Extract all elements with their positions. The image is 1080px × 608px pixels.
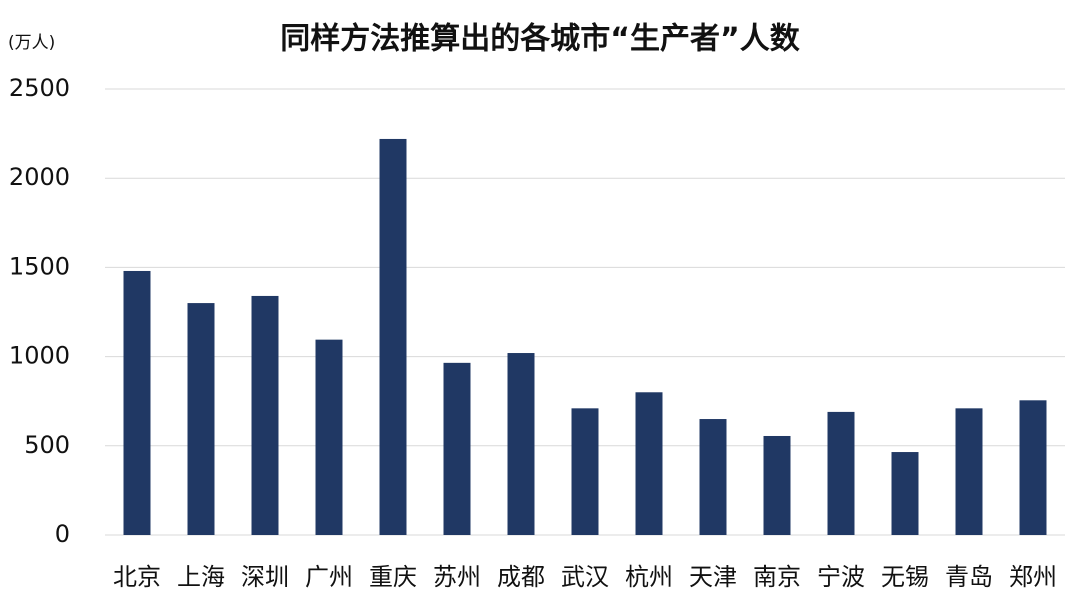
x-tick-label: 郑州 [1009, 563, 1057, 591]
bar [955, 408, 983, 535]
bar [315, 339, 343, 535]
bar [507, 353, 535, 535]
bar [379, 138, 407, 535]
x-tick-label: 宁波 [817, 563, 865, 591]
bar [571, 408, 599, 535]
y-tick-label: 1000 [9, 342, 70, 370]
y-tick-label: 0 [55, 520, 70, 548]
x-tick-label: 上海 [177, 563, 225, 591]
bar [1019, 400, 1047, 535]
x-tick-label: 青岛 [945, 563, 993, 591]
bar [827, 411, 855, 535]
y-unit: (万人) [8, 33, 55, 53]
bar [891, 452, 919, 535]
x-tick-label: 深圳 [241, 563, 289, 591]
x-tick-label: 天津 [689, 563, 737, 591]
x-tick-label: 南京 [753, 563, 801, 591]
bar [187, 303, 215, 535]
x-tick-label: 广州 [305, 563, 353, 591]
chart-title: 同样方法推算出的各城市“生产者”人数 [280, 22, 800, 57]
bar [123, 270, 151, 535]
x-tick-label: 无锡 [881, 563, 929, 591]
y-tick-label: 2000 [9, 163, 70, 191]
x-tick-label: 苏州 [433, 563, 481, 591]
x-tick-label: 武汉 [561, 563, 609, 591]
y-tick-label: 500 [24, 431, 70, 459]
bar [443, 362, 471, 535]
bar [763, 435, 791, 535]
x-tick-label: 杭州 [625, 563, 673, 591]
x-tick-label: 重庆 [369, 563, 417, 591]
x-tick-label: 成都 [497, 563, 545, 591]
y-tick-label: 2500 [9, 74, 70, 102]
y-tick-label: 1500 [9, 252, 70, 280]
x-tick-label: 北京 [113, 563, 161, 591]
bar [635, 392, 663, 535]
bar [251, 295, 279, 535]
bar [699, 419, 727, 535]
